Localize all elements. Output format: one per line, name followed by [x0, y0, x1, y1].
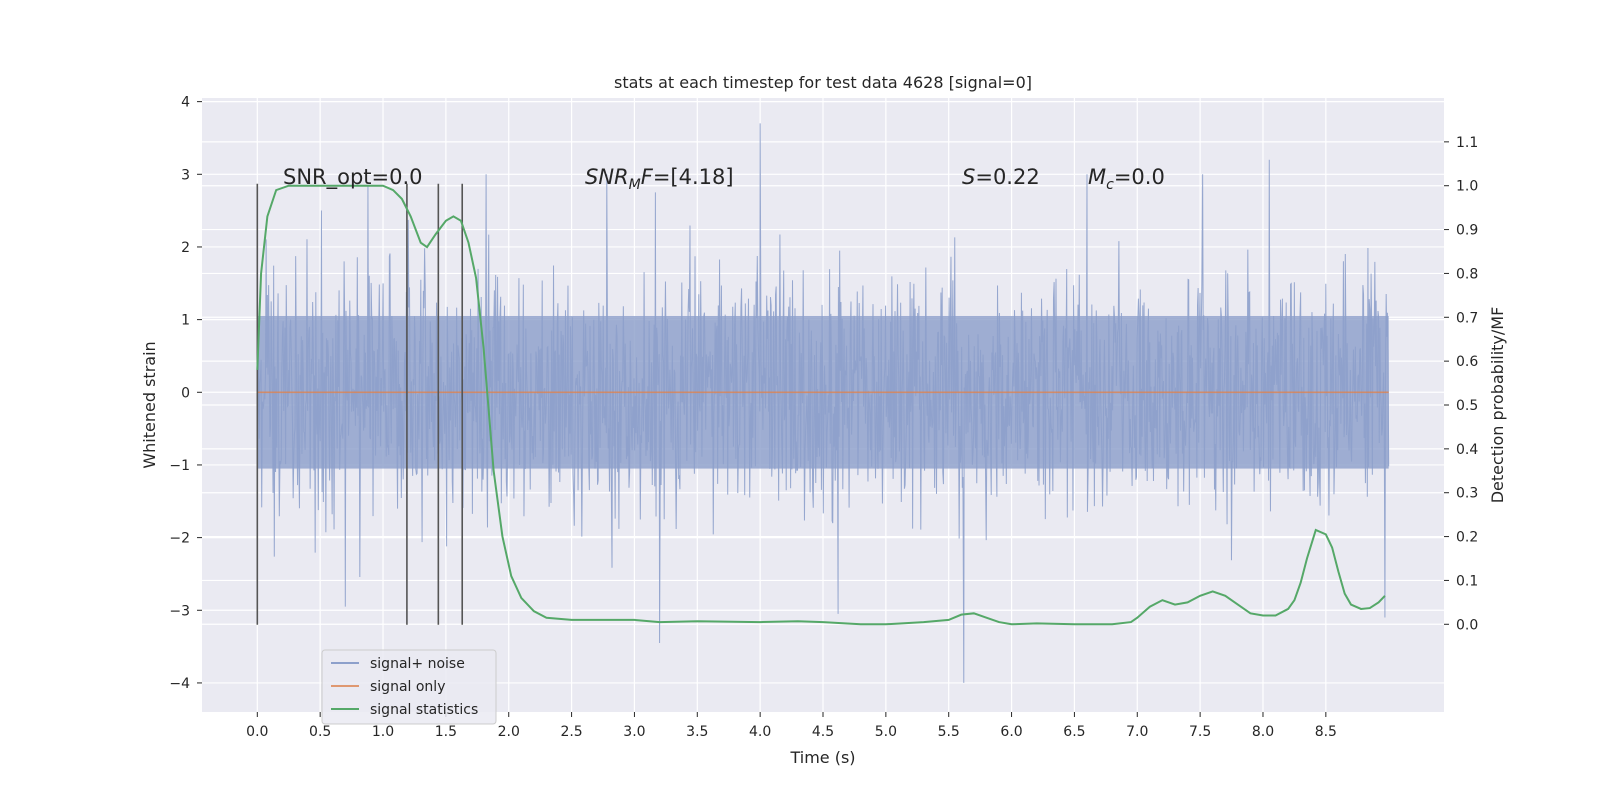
x-tick-label-10: 5.0 [875, 724, 897, 740]
x-tick-label-16: 8.0 [1252, 724, 1274, 740]
x-tick-label-1: 0.5 [309, 724, 331, 740]
y-tick-label-5: 1 [181, 313, 190, 329]
x-tick-label-4: 2.0 [498, 724, 520, 740]
y2-tick-label-6: 0.6 [1456, 354, 1478, 370]
chart-title: stats at each timestep for test data 462… [614, 73, 1032, 92]
x-tick-label-2: 1.0 [372, 724, 394, 740]
annotation-mc-sub: c [1106, 177, 1114, 193]
x-tick-label-13: 6.5 [1063, 724, 1085, 740]
y2-tick-label-5: 0.5 [1456, 398, 1478, 414]
x-tick-label-7: 3.5 [686, 724, 708, 740]
x-axis-ticks: 0.0 0.5 1.0 1.5 2.0 2.5 3.0 3.5 4.0 4.5 5.0 5.5 6.0 6… [246, 712, 1337, 740]
y-tick-label-4: 0 [181, 385, 190, 401]
y-tick-label-7: 3 [181, 167, 190, 183]
legend-label-signal-statistics: signal statistics [370, 702, 478, 718]
annotation-s: S=0.22 [962, 165, 1040, 189]
y2-tick-label-4: 0.4 [1456, 442, 1478, 458]
x-tick-label-15: 7.5 [1189, 724, 1211, 740]
y2-tick-label-3: 0.3 [1456, 486, 1478, 502]
annotation-snr-mf-value: =[4.18] [653, 165, 734, 189]
annotation-mc-value: =0.0 [1114, 165, 1165, 189]
annotation-snr-mf-base: SNR [585, 165, 629, 189]
legend-label-signal-plus-noise: signal+ noise [370, 656, 465, 672]
y-tick-label-0: −4 [169, 676, 190, 692]
y2-tick-label-1: 0.1 [1456, 573, 1478, 589]
marker-lines [256, 183, 464, 625]
y2-tick-label-0: 0.0 [1456, 617, 1478, 633]
annotation-snr-opt: SNR_opt=0.0 [283, 165, 423, 190]
x-tick-label-5: 2.5 [560, 724, 582, 740]
x-tick-label-17: 8.5 [1315, 724, 1337, 740]
x-tick-label-8: 4.0 [749, 724, 771, 740]
x-tick-label-14: 7.0 [1126, 724, 1148, 740]
y-tick-label-6: 2 [181, 240, 190, 256]
y2-tick-label-9: 0.9 [1456, 223, 1478, 239]
legend-label-signal-only: signal only [370, 679, 445, 695]
y2-tick-label-11: 1.1 [1456, 135, 1478, 151]
legend: signal+ noise signal only signal statist… [321, 649, 497, 725]
annotation-s-value: =0.22 [975, 165, 1039, 189]
y-tick-label-3: −1 [169, 458, 190, 474]
y-axis-title: Whitened strain [140, 341, 159, 468]
y2-axis-ticks: 0.0 0.1 0.2 0.3 0.4 0.5 0.6 0.7 0.8 0.9 1.0 1.1 [1444, 135, 1478, 633]
x-tick-label-12: 6.0 [1000, 724, 1022, 740]
annotation-mc-var: M [1088, 165, 1106, 189]
annotation-mc: Mc=0.0 [1088, 165, 1165, 193]
x-tick-label-6: 3.0 [623, 724, 645, 740]
y-tick-label-2: −2 [169, 531, 190, 547]
y2-axis-title: Detection probability/MF [1488, 307, 1507, 504]
y2-tick-label-2: 0.2 [1456, 530, 1478, 546]
legend-box [321, 649, 497, 725]
noise-trace [256, 123, 1390, 683]
annotation-snr-mf-f: F [641, 165, 654, 189]
x-tick-label-11: 5.5 [938, 724, 960, 740]
annotation-snr-mf: SNRMF=[4.18] [585, 165, 734, 193]
x-tick-label-3: 1.5 [435, 724, 457, 740]
annotation-s-var: S [962, 165, 975, 189]
x-axis-title: Time (s) [789, 748, 855, 767]
y-axis-ticks: −4 −3 −2 −1 0 1 2 3 4 [169, 95, 202, 692]
annotation-snr-mf-sub: M [629, 177, 641, 193]
y2-tick-label-10: 1.0 [1456, 179, 1478, 195]
signal-statistics-series [256, 184, 1386, 626]
y-tick-label-1: −3 [169, 603, 190, 619]
x-tick-label-9: 4.5 [812, 724, 834, 740]
y2-tick-label-8: 0.8 [1456, 266, 1478, 282]
y-tick-label-8: 4 [181, 95, 190, 111]
x-tick-label-0: 0.0 [246, 724, 268, 740]
y2-tick-label-7: 0.7 [1456, 310, 1478, 326]
